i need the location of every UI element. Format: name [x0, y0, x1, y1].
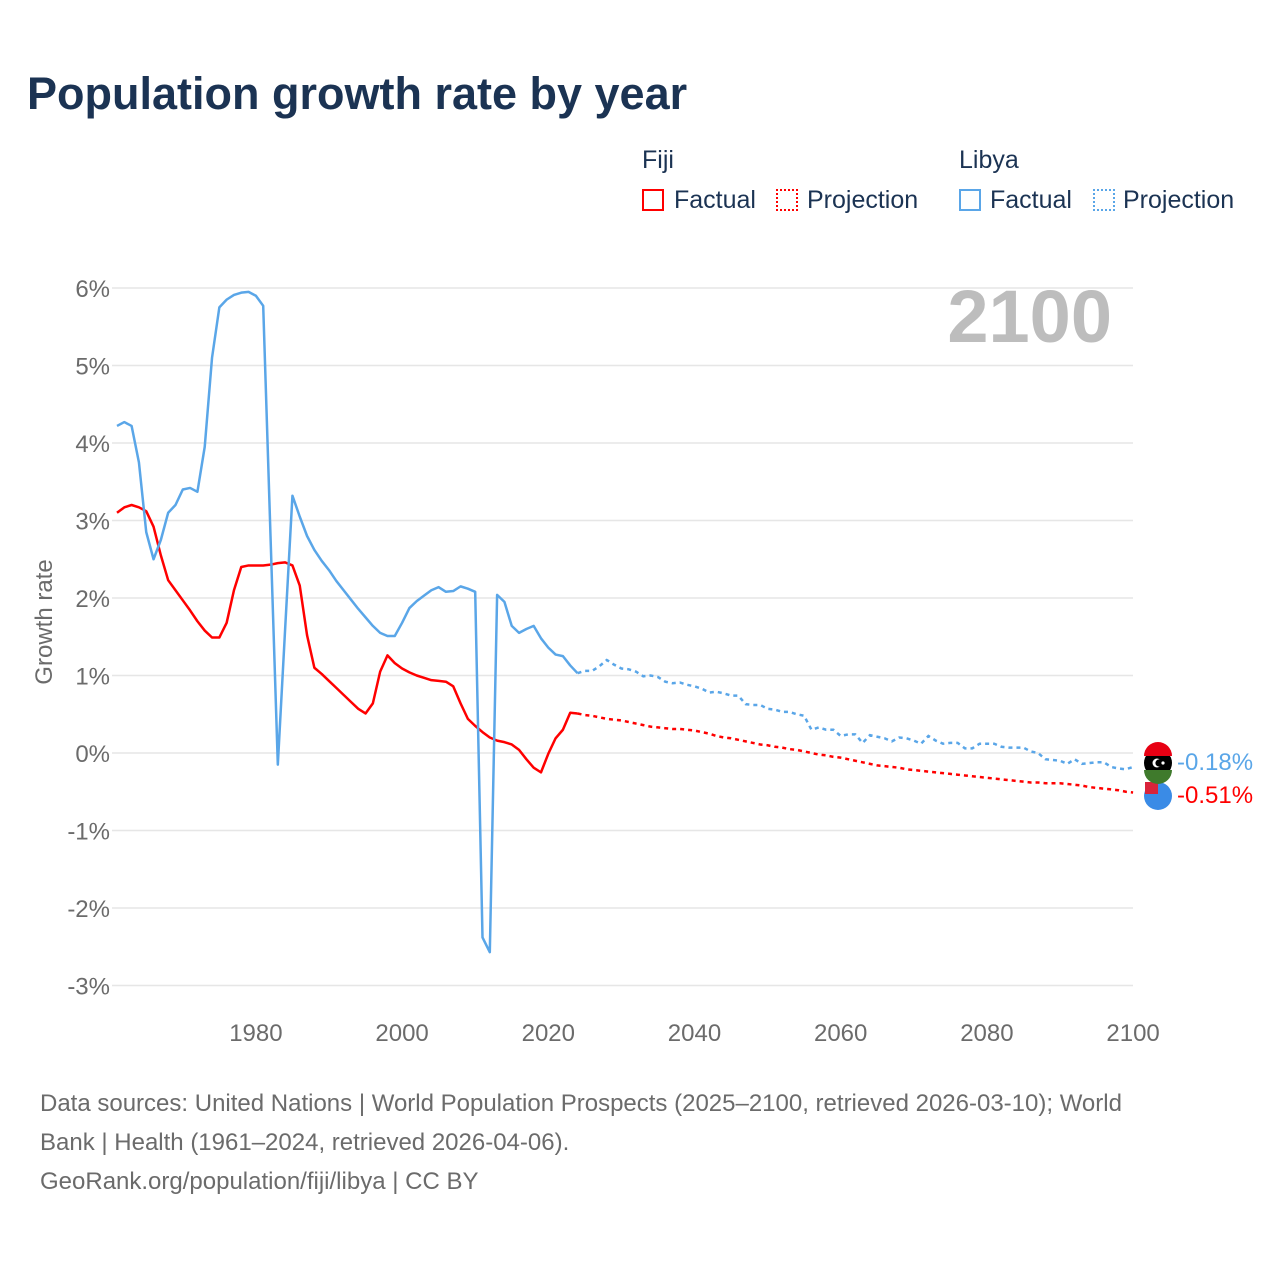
libya-flag-red-band	[1144, 742, 1172, 756]
end-label-libya: -0.18%	[1177, 749, 1253, 776]
legend-fiji-projection[interactable]: Projection	[807, 186, 919, 214]
y-tick-label: 5%	[75, 354, 110, 381]
series-fiji-projection	[577, 712, 1134, 794]
legend-group-libya: Libya	[959, 146, 1019, 174]
y-axis-label: Growth rate	[31, 559, 58, 684]
chart-title: Population growth rate by year	[27, 68, 688, 119]
x-tick-label: 2040	[668, 1020, 721, 1047]
series-fiji-factual	[116, 503, 578, 774]
legend-swatch-libya-factual	[959, 189, 981, 211]
legend-fiji-factual[interactable]: Factual	[674, 186, 756, 214]
y-tick-label: -2%	[67, 896, 110, 923]
legend-swatch-fiji-factual	[642, 189, 664, 211]
x-tick-label: 2020	[522, 1020, 575, 1047]
x-tick-label: 2060	[814, 1020, 867, 1047]
legend-libya-factual[interactable]: Factual	[990, 186, 1072, 214]
legend-libya-projection[interactable]: Projection	[1123, 186, 1235, 214]
x-tick-label: 2080	[960, 1020, 1013, 1047]
end-label-fiji: -0.51%	[1177, 782, 1253, 809]
y-tick-label: 4%	[75, 431, 110, 458]
y-tick-label: -1%	[67, 819, 110, 846]
x-tick-label: 2100	[1106, 1020, 1159, 1047]
legend-swatch-libya-projection	[1093, 189, 1115, 211]
footer-sources-1: Data sources: United Nations | World Pop…	[40, 1090, 1122, 1117]
libya-star-icon	[1161, 761, 1165, 765]
x-tick-label: 2000	[375, 1020, 428, 1047]
series-libya-projection	[577, 658, 1134, 771]
libya-flag-green-band	[1144, 770, 1172, 784]
series-libya-factual	[116, 290, 579, 954]
x-tick-label: 1980	[229, 1020, 282, 1047]
footer-sources-2: Bank | Health (1961–2024, retrieved 2026…	[40, 1129, 570, 1156]
y-tick-label: -3%	[67, 974, 110, 1001]
y-tick-label: 2%	[75, 586, 110, 613]
libya-crescent-cut	[1155, 759, 1163, 767]
plot-area: -3% -2% -1% 0% 1% 2% 3% 4% 5% 6% 1980 2000 2020 2040 2…	[31, 275, 1253, 1047]
year-label: 2100	[947, 275, 1112, 358]
legend-swatch-fiji-projection	[776, 189, 798, 211]
legend-group-fiji: Fiji	[642, 146, 674, 174]
footer-link[interactable]: GeoRank.org/population/fiji/libya | CC B…	[40, 1168, 479, 1195]
y-tick-label: 6%	[75, 276, 110, 303]
fiji-flag-union-icon	[1145, 782, 1158, 794]
y-tick-label: 3%	[75, 509, 110, 536]
y-tick-label: 1%	[75, 664, 110, 691]
y-tick-label: 0%	[75, 741, 110, 768]
